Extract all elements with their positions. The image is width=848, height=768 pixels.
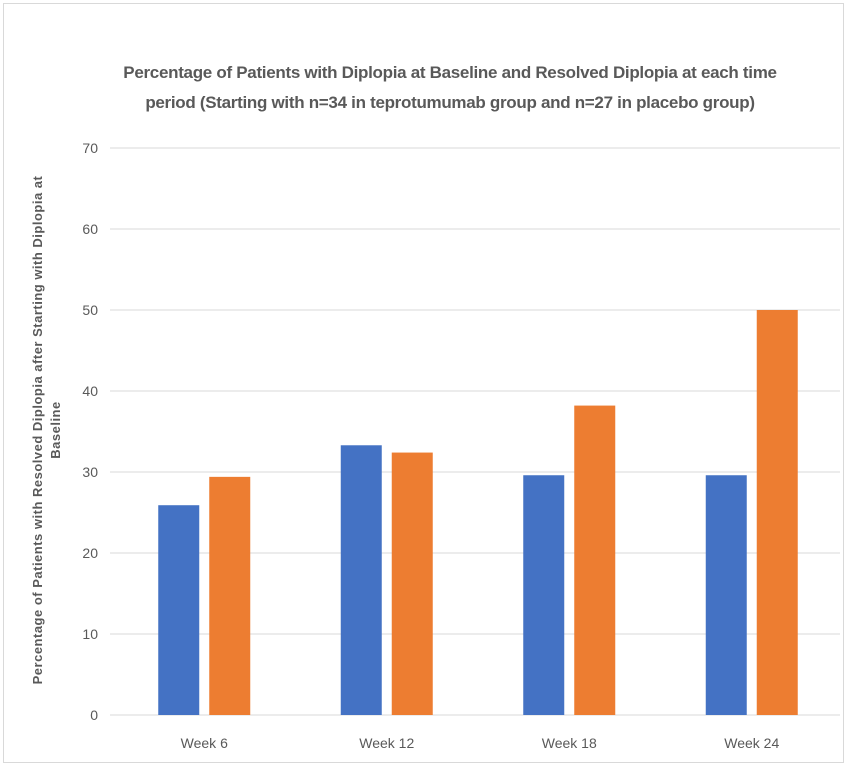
y-tick-label: 10 [82,626,98,642]
bar-series-2-week-24 [756,310,798,715]
bar-series-2-week-18 [574,405,616,715]
y-tick-label: 30 [82,464,98,480]
y-tick-labels: 0 10 20 30 40 50 60 70 [82,140,98,723]
bar-series-1-week-24 [705,475,747,715]
x-tick-label: Week 24 [724,735,779,751]
chart-title: Percentage of Patients with Diplopia at … [123,63,777,112]
bar-series-1-week-12 [340,445,382,715]
bar-series-1-week-6 [158,505,200,715]
y-tick-label: 70 [82,140,98,156]
y-tick-label: 20 [82,545,98,561]
x-tick-label: Week 12 [359,735,414,751]
x-tick-labels: Week 6 Week 12 Week 18 Week 24 [181,735,780,751]
x-tick-label: Week 18 [542,735,597,751]
y-tick-label: 0 [90,707,98,723]
x-tick-label: Week 6 [181,735,228,751]
y-tick-label: 40 [82,383,98,399]
bars [158,310,798,715]
bar-series-1-week-18 [523,475,565,715]
bar-series-2-week-12 [391,452,433,715]
y-tick-label: 60 [82,221,98,237]
bar-series-2-week-6 [209,476,251,715]
y-tick-label: 50 [82,302,98,318]
